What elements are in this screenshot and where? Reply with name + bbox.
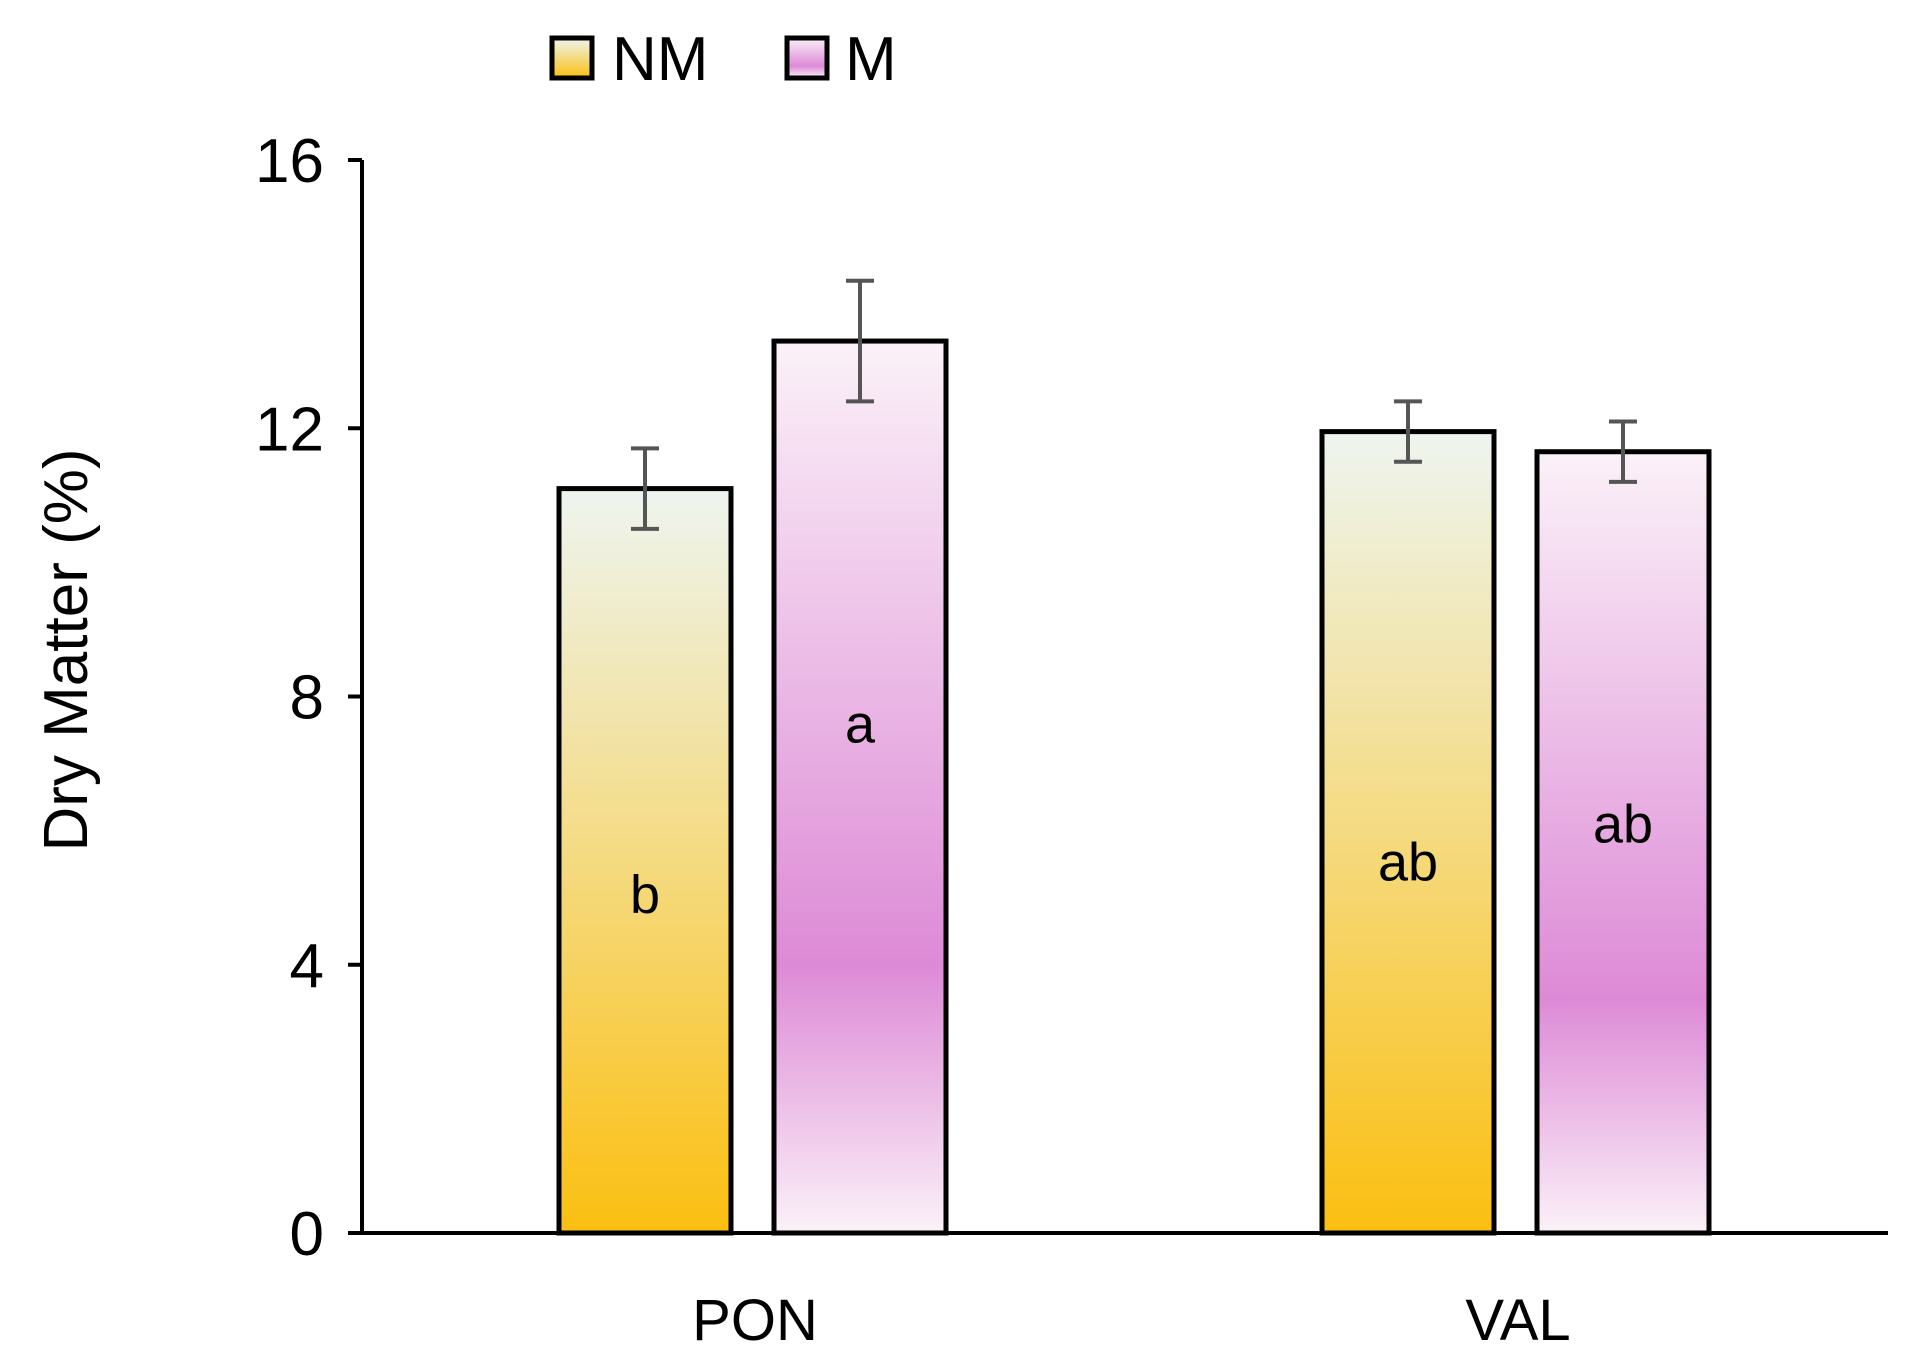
y-tick-label-4: 4	[290, 932, 324, 1001]
y-tick-label-0: 0	[290, 1200, 324, 1269]
y-tick-label-8: 8	[290, 664, 324, 733]
x-categories-group: PON VAL	[692, 1288, 1571, 1353]
bar-nm-pon	[556, 486, 734, 1236]
y-ticks-group: 0 4 8 12 16	[255, 127, 362, 1269]
significance-label-nm-pon: b	[630, 865, 660, 925]
legend-swatch-m	[784, 35, 830, 81]
legend-label-nm: NM	[612, 25, 708, 94]
bars-group	[556, 338, 1712, 1236]
x-category-val: VAL	[1465, 1288, 1570, 1353]
significance-label-m-val: ab	[1593, 794, 1653, 854]
y-axis-title: Dry Matter (%)	[32, 449, 101, 852]
y-tick-label-16: 16	[255, 127, 324, 196]
bar-m-pon	[771, 338, 949, 1236]
bar-nm-val	[1319, 429, 1497, 1236]
y-tick-label-12: 12	[255, 395, 324, 464]
legend: NM M	[549, 25, 897, 94]
error-bars-group	[631, 278, 1637, 531]
bar-m-val	[1534, 449, 1712, 1236]
significance-labels-group: b ab a ab	[630, 694, 1653, 924]
legend-label-m: M	[845, 25, 897, 94]
x-category-pon: PON	[692, 1288, 818, 1353]
significance-label-m-pon: a	[845, 694, 876, 754]
legend-swatch-nm	[549, 35, 595, 81]
significance-label-nm-val: ab	[1378, 832, 1438, 892]
